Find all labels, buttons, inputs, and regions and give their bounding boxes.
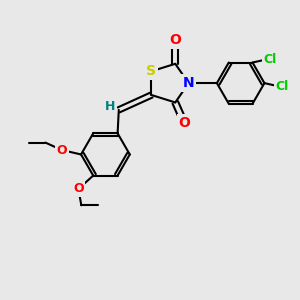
Text: O: O [73,182,84,195]
Text: O: O [169,33,181,47]
Text: H: H [105,100,115,113]
Text: N: N [183,76,194,90]
Text: S: S [146,64,157,78]
Text: O: O [178,116,190,130]
Text: O: O [56,143,67,157]
Text: Cl: Cl [276,80,289,93]
Text: Cl: Cl [264,53,277,66]
